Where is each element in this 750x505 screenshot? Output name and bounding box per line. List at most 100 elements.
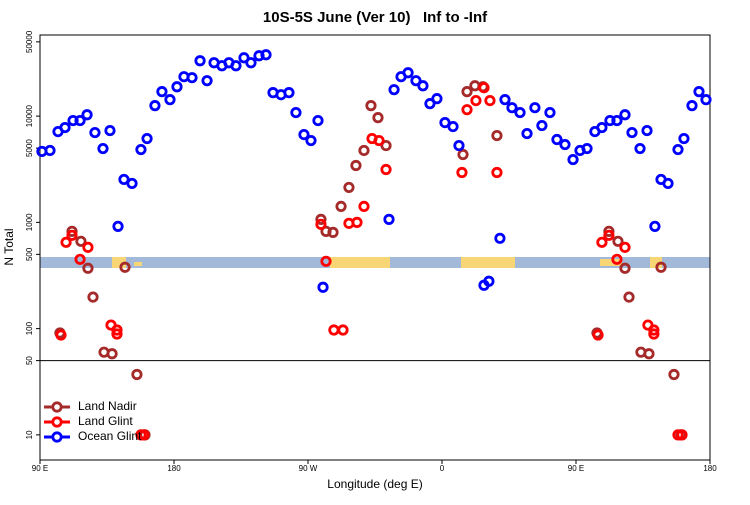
marker xyxy=(350,159,362,172)
y-tick-label: 100 xyxy=(25,321,34,335)
marker xyxy=(315,213,327,225)
marker xyxy=(402,67,414,79)
y-tick-label: 1000 xyxy=(25,213,34,231)
marker xyxy=(596,121,608,134)
marker xyxy=(655,261,667,273)
x-axis-label: Longitude (deg E) xyxy=(327,477,422,491)
marker xyxy=(373,134,385,147)
marker xyxy=(111,324,123,336)
marker xyxy=(611,253,623,265)
marker xyxy=(529,102,541,114)
marker xyxy=(372,112,384,124)
marker xyxy=(97,142,109,155)
marker xyxy=(672,429,684,441)
marker xyxy=(351,216,363,228)
marker xyxy=(626,126,638,139)
marker xyxy=(483,275,495,287)
marker xyxy=(238,52,250,64)
marker xyxy=(623,291,635,303)
marker xyxy=(676,429,688,441)
marker xyxy=(461,86,473,98)
marker xyxy=(305,134,317,147)
x-tick-label: 0 xyxy=(440,464,445,473)
marker xyxy=(81,109,93,121)
y-tick-label: 500 xyxy=(25,247,34,261)
marker xyxy=(138,429,150,441)
marker xyxy=(678,132,690,145)
marker xyxy=(111,328,123,340)
y-axis-label: N Total xyxy=(2,228,16,265)
marker xyxy=(494,232,506,244)
marker xyxy=(119,261,131,273)
marker xyxy=(298,128,310,141)
marker xyxy=(567,153,579,166)
marker xyxy=(457,148,469,161)
marker xyxy=(317,281,329,293)
marker xyxy=(290,106,302,119)
marker xyxy=(82,241,94,253)
legend-label: Land Glint xyxy=(78,414,133,428)
marker xyxy=(686,100,698,112)
marker xyxy=(106,348,118,360)
marker xyxy=(75,235,87,247)
marker xyxy=(135,143,147,156)
marker xyxy=(335,200,347,213)
land-patch xyxy=(461,257,515,268)
x-tick-label: 180 xyxy=(167,464,181,473)
marker xyxy=(484,94,496,107)
marker xyxy=(456,166,468,179)
marker xyxy=(424,98,436,110)
marker xyxy=(662,177,674,190)
marker xyxy=(82,262,94,274)
marker xyxy=(619,241,631,253)
marker xyxy=(60,236,72,248)
marker xyxy=(74,253,86,265)
marker xyxy=(327,226,339,238)
marker xyxy=(230,60,242,72)
legend-marker xyxy=(51,431,63,443)
series xyxy=(55,82,688,441)
marker xyxy=(44,144,56,157)
marker xyxy=(461,104,473,116)
marker xyxy=(603,229,615,241)
land-patch xyxy=(134,262,142,266)
marker xyxy=(648,328,660,340)
series xyxy=(36,49,712,293)
x-tick-label: 90 E xyxy=(32,464,48,473)
marker xyxy=(491,166,503,179)
marker xyxy=(410,75,422,87)
marker xyxy=(164,94,176,106)
land-patch xyxy=(112,257,126,268)
marker xyxy=(131,368,143,381)
marker xyxy=(499,94,511,106)
marker xyxy=(67,114,79,127)
marker xyxy=(365,100,377,112)
marker xyxy=(201,75,213,87)
marker xyxy=(581,142,593,155)
marker xyxy=(648,324,660,336)
marker xyxy=(66,225,78,237)
marker xyxy=(156,86,168,98)
land-patch xyxy=(650,257,662,268)
marker xyxy=(700,94,712,106)
marker xyxy=(544,106,556,119)
marker xyxy=(491,129,503,142)
y-tick-label: 50000 xyxy=(25,30,34,53)
marker xyxy=(388,84,400,96)
marker xyxy=(126,177,138,190)
marker xyxy=(194,55,206,67)
y-tick-label: 5000 xyxy=(25,139,34,157)
legend-label: Land Nadir xyxy=(78,399,137,413)
x-tick-label: 90 W xyxy=(299,464,318,473)
marker xyxy=(643,348,655,360)
marker xyxy=(649,220,661,232)
land-patch xyxy=(330,257,390,268)
marker xyxy=(596,236,608,248)
y-tick-label: 10 xyxy=(25,430,34,439)
marker xyxy=(612,235,624,247)
marker xyxy=(66,229,78,241)
marker xyxy=(603,225,615,237)
